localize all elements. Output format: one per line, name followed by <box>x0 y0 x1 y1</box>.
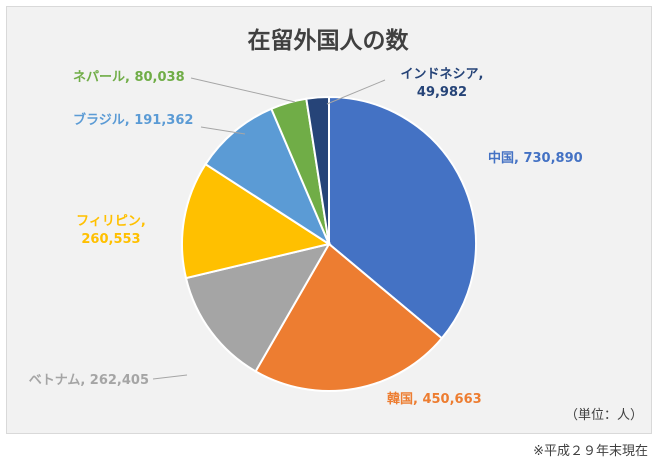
pie-slice-1 <box>328 95 477 340</box>
data-label-5: ブラジル, 191,362 <box>73 112 193 128</box>
chart-title: 在留外国人の数 <box>248 27 410 54</box>
pie-slice-4 <box>181 162 332 280</box>
footnote: ※平成２９年末現在 <box>533 444 648 459</box>
pie-chart: 在留外国人の数 中国, 730,890 韓国, 450,663 ベトナム, 262,… <box>29 27 643 423</box>
data-label-3: ベトナム, 262,405 <box>29 373 149 388</box>
leader-line-3 <box>152 374 188 380</box>
pie-slice-2 <box>254 242 444 392</box>
unit-note: （単位：人） <box>565 407 643 423</box>
pie-slice-3 <box>184 242 332 373</box>
pie-slice-7 <box>305 95 330 245</box>
data-label-1: 中国, 730,890 <box>488 150 583 166</box>
data-label-2: 韓国, 450,663 <box>387 391 482 407</box>
data-label-7: インドネシア, 49,982 <box>401 67 484 100</box>
leader-line-5 <box>200 126 246 135</box>
data-label-4: フィリピン, 260,553 <box>76 214 146 247</box>
pie-slice-5 <box>204 107 332 247</box>
data-label-6: ネパール, 80,038 <box>73 70 185 85</box>
leader-line-7 <box>326 79 386 105</box>
chart-area: 在留外国人の数 中国, 730,890 韓国, 450,663 ベトナム, 262,… <box>6 6 652 434</box>
leader-line-6 <box>190 77 296 103</box>
